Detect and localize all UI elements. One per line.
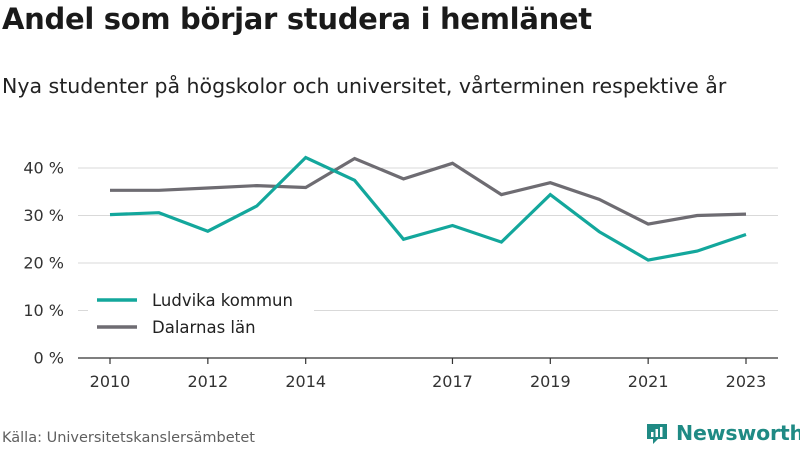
newsworthy-logo-icon — [647, 424, 667, 444]
newsworthy-logo: Newsworthy — [644, 420, 800, 446]
series-line-ludvika — [109, 155, 747, 262]
legend-label: Dalarnas län — [152, 318, 256, 337]
source-note: Källa: Universitetskanslersämbetet — [2, 430, 255, 446]
y-tick-label: 10 % — [23, 301, 64, 320]
chart-subtitle: Nya studenter på högskolor och universit… — [2, 74, 727, 98]
x-tick-label: 2014 — [285, 372, 326, 391]
x-tick-label: 2023 — [726, 372, 767, 391]
series-line-dalarna — [110, 156, 747, 226]
x-tick-label: 2021 — [628, 372, 669, 391]
chart-title: Andel som börjar studera i hemlänet — [2, 2, 592, 36]
y-tick-label: 40 % — [23, 159, 64, 178]
x-tick-label: 2010 — [90, 372, 131, 391]
x-tick-label: 2012 — [187, 372, 228, 391]
newsworthy-logo-text: Newsworthy — [676, 421, 800, 445]
legend-background — [88, 284, 314, 342]
line-chart: 0 % 10 % 20 % 30 % 40 % 2010 2012 2014 2017 2019 2… — [23, 155, 778, 391]
y-tick-label: 20 % — [23, 254, 64, 273]
x-tick-label: 2019 — [530, 372, 571, 391]
y-tick-label: 0 % — [34, 349, 64, 368]
y-tick-label: 30 % — [23, 206, 64, 225]
legend-label: Ludvika kommun — [152, 291, 293, 310]
x-tick-label: 2017 — [432, 372, 473, 391]
